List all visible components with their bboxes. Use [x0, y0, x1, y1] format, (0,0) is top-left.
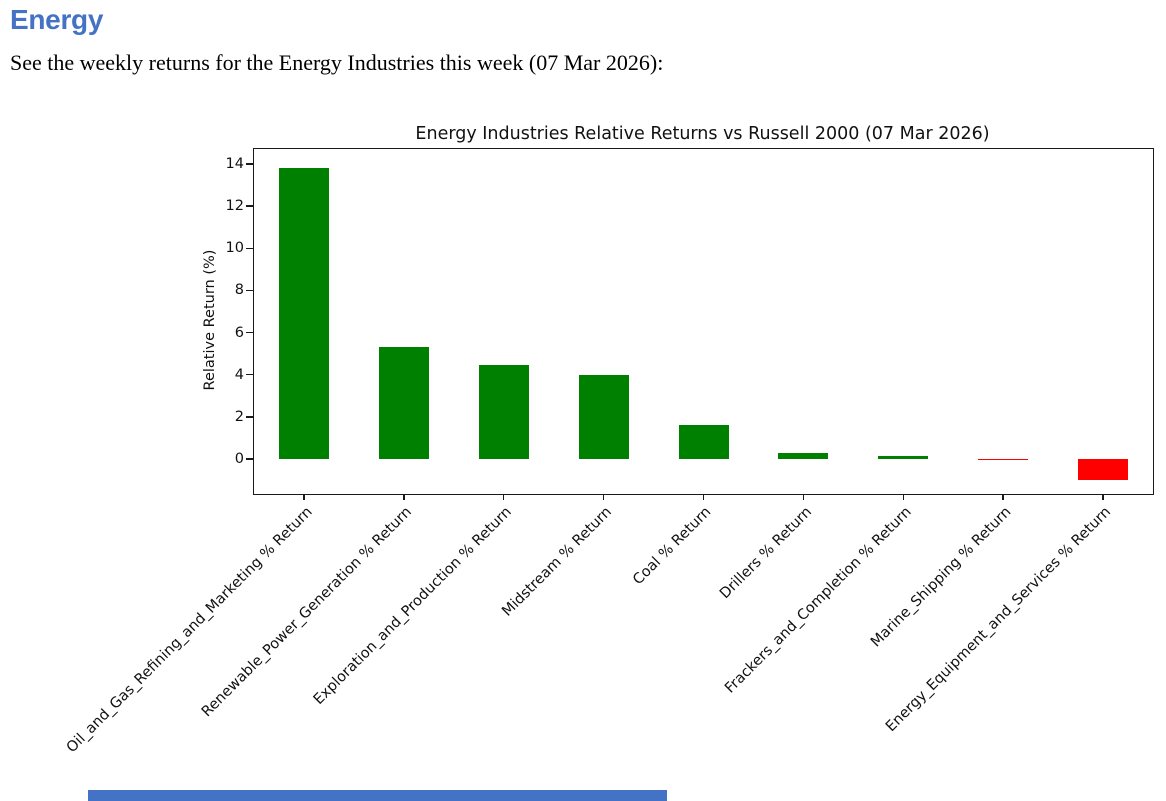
x-tick-2 [502, 494, 505, 500]
y-tick-label-0: 0 [234, 451, 244, 467]
bar-0 [278, 168, 329, 459]
bar-6 [878, 455, 929, 459]
y-tick-8 [246, 289, 253, 292]
bar-3 [578, 374, 629, 459]
y-tick-label-8: 8 [234, 282, 244, 299]
y-tick-label-14: 14 [225, 156, 244, 173]
x-tick-3 [602, 494, 605, 500]
x-tick-label-8: Energy_Equipment_and_Services % Return [883, 504, 1115, 736]
y-tick-0 [246, 458, 253, 460]
x-tick-5 [802, 494, 805, 500]
y-tick-label-4: 4 [234, 366, 244, 383]
x-tick-8 [1102, 494, 1104, 500]
bar-7 [978, 459, 1029, 461]
bar-2 [478, 365, 529, 459]
y-tick-label-6: 6 [234, 324, 244, 341]
bar-5 [778, 452, 829, 459]
section-heading: Energy [10, 4, 104, 35]
y-tick-4 [246, 373, 253, 376]
x-tick-label-3: Midstream % Return [499, 504, 615, 620]
next-section-partial-element [88, 790, 667, 801]
intro-text: See the weekly returns for the Energy In… [10, 50, 664, 75]
bar-1 [378, 347, 429, 459]
bar-4 [678, 425, 729, 459]
y-tick-14 [246, 163, 253, 165]
y-tick-label-2: 2 [234, 408, 244, 425]
x-tick-label-6: Frackers_and_Completion % Return [721, 504, 915, 697]
x-tick-1 [403, 494, 405, 500]
x-tick-label-5: Drillers % Return [716, 504, 815, 603]
axes: Oil_and_Gas_Refining_and_Marketing % Ret… [63, 148, 1154, 756]
x-tick-label-4: Coal % Return [630, 504, 715, 589]
x-tick-7 [1002, 494, 1004, 500]
x-tick-label-1: Renewable_Power_Generation % Return [198, 504, 416, 721]
y-tick-label-10: 10 [225, 240, 244, 257]
y-axis-label: Relative Return (%) [202, 249, 218, 391]
y-tick-label-12: 12 [225, 198, 244, 215]
x-tick-6 [902, 494, 905, 500]
y-tick-6 [246, 331, 253, 334]
bar-8 [1078, 459, 1129, 481]
y-tick-10 [246, 247, 253, 250]
chart-title: Energy Industries Relative Returns vs Ru… [415, 124, 990, 144]
y-tick-2 [246, 416, 253, 418]
x-tick-0 [303, 494, 305, 500]
x-tick-label-2: Exploration_and_Production % Return [311, 504, 516, 709]
x-tick-4 [702, 494, 705, 500]
y-tick-12 [246, 205, 253, 207]
